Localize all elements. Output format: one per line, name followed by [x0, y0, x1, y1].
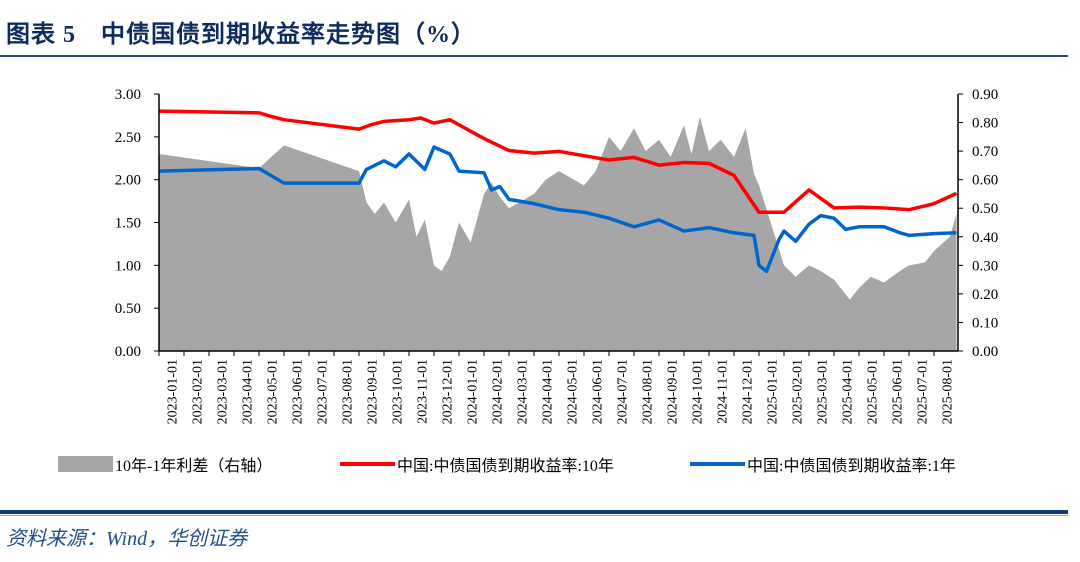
x-tick-label: 2024-11-01 — [716, 359, 731, 424]
x-tick-label: 2023-07-01 — [316, 359, 331, 424]
x-tick-label: 2025-08-01 — [941, 359, 956, 424]
right-tick-label: 0.60 — [972, 173, 998, 189]
x-tick-label: 2024-08-01 — [641, 359, 656, 424]
x-tick-label: 2024-03-01 — [516, 359, 531, 424]
legend-item-10y: 中国:中债国债到期收益率:10年 — [340, 452, 614, 476]
right-tick-label: 0.30 — [972, 258, 998, 274]
x-tick-label: 2023-03-01 — [216, 359, 231, 424]
x-tick-label: 2023-10-01 — [391, 359, 406, 424]
x-tick-label: 2023-04-01 — [241, 359, 256, 424]
left-tick-label: 2.50 — [115, 130, 141, 146]
right-tick-label: 0.10 — [972, 315, 998, 331]
footer-divider — [0, 510, 1068, 514]
title-divider — [0, 55, 1068, 57]
x-tick-label: 2025-05-01 — [866, 359, 881, 424]
right-tick-label: 0.70 — [972, 144, 998, 160]
right-tick-label: 0.40 — [972, 230, 998, 246]
right-tick-label: 0.00 — [972, 344, 998, 360]
spread-area — [159, 116, 957, 351]
legend-swatch-1y — [690, 462, 745, 466]
x-tick-label: 2025-03-01 — [816, 359, 831, 424]
x-tick-label: 2025-07-01 — [916, 359, 931, 424]
x-tick-label: 2024-07-01 — [616, 359, 631, 424]
x-tick-label: 2025-02-01 — [791, 359, 806, 424]
x-tick-label: 2023-02-01 — [191, 359, 206, 424]
x-tick-label: 2024-04-01 — [541, 359, 556, 424]
source-note: 资料来源：Wind，华创证券 — [6, 528, 248, 550]
x-tick-label: 2025-06-01 — [891, 359, 906, 424]
x-tick-label: 2025-01-01 — [766, 359, 781, 424]
x-tick-label: 2024-01-01 — [466, 359, 481, 424]
x-tick-label: 2023-01-01 — [166, 359, 181, 424]
legend-item-1y: 中国:中债国债到期收益率:1年 — [690, 452, 956, 476]
x-tick-label: 2023-09-01 — [366, 359, 381, 424]
x-tick-label: 2024-10-01 — [691, 359, 706, 424]
footer-divider-thin — [0, 515, 1068, 516]
x-tick-label: 2024-05-01 — [566, 359, 581, 424]
x-tick-label: 2023-12-01 — [441, 359, 456, 424]
x-tick-label: 2023-08-01 — [341, 359, 356, 424]
left-tick-label: 3.00 — [115, 87, 141, 103]
x-tick-label: 2024-02-01 — [491, 359, 506, 424]
legend-swatch-spread — [58, 456, 113, 472]
legend-swatch-10y — [340, 462, 395, 466]
x-tick-label: 2024-09-01 — [666, 359, 681, 424]
legend-label-spread: 10年-1年利差（右轴） — [115, 458, 273, 475]
left-tick-label: 0.50 — [115, 301, 141, 317]
line-10y — [158, 109, 958, 214]
line-1y — [158, 145, 957, 274]
left-tick-label: 0.00 — [115, 344, 141, 360]
left-tick-label: 2.00 — [115, 173, 141, 189]
right-tick-label: 0.80 — [972, 116, 998, 132]
legend-label-10y: 中国:中债国债到期收益率:10年 — [397, 458, 614, 475]
figure-title: 图表 5 中债国债到期收益率走势图（%） — [6, 22, 476, 48]
legend-item-spread: 10年-1年利差（右轴） — [58, 452, 272, 476]
left-tick-label: 1.00 — [115, 258, 141, 274]
x-tick-label: 2023-06-01 — [291, 359, 306, 424]
right-tick-label: 0.90 — [972, 87, 998, 103]
right-tick-label: 0.20 — [972, 287, 998, 303]
legend-label-1y: 中国:中债国债到期收益率:1年 — [747, 458, 956, 475]
x-tick-label: 2024-12-01 — [741, 359, 756, 424]
x-tick-label: 2024-06-01 — [591, 359, 606, 424]
x-tick-label: 2023-05-01 — [266, 359, 281, 424]
right-tick-label: 0.50 — [972, 201, 998, 217]
left-tick-label: 1.50 — [115, 216, 141, 232]
x-tick-label: 2023-11-01 — [416, 359, 431, 424]
x-tick-label: 2025-04-01 — [841, 359, 856, 424]
